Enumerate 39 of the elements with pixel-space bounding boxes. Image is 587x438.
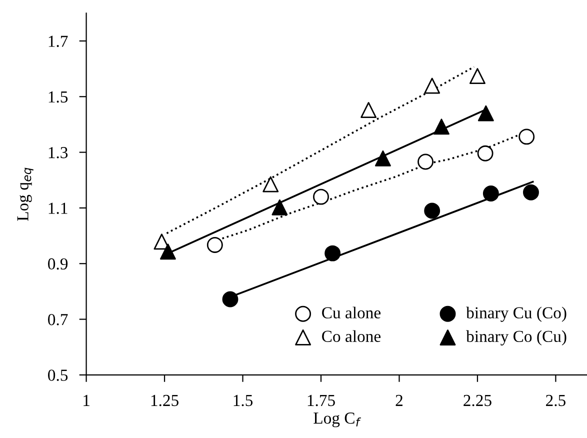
x-tick-label: 2.25 (464, 394, 492, 406)
y-tick-label: 1.5 (48, 91, 68, 103)
point (424, 202, 440, 219)
legend-label: binary Co (Cu) (466, 330, 566, 346)
x-axis-title: Log C$_{f}$ (314, 412, 362, 428)
y-tick-label: 0.5 (48, 370, 68, 381)
point (262, 176, 279, 192)
x-tick-label: 2.5 (546, 394, 566, 406)
x-tick-label: 1.75 (308, 394, 335, 406)
point (360, 102, 377, 118)
point (374, 150, 391, 166)
y-axis-title: Log q$_{eq}$ (17, 168, 34, 221)
point (160, 244, 176, 260)
legend-label: Cu alone (322, 306, 380, 318)
point (418, 154, 434, 170)
point (518, 128, 535, 145)
point (424, 78, 440, 94)
point (222, 291, 238, 308)
point (324, 245, 341, 262)
point (313, 188, 329, 205)
legend-label: binary Cu (Co) (466, 306, 566, 322)
x-tick-label: 1.25 (151, 394, 178, 406)
point (434, 118, 450, 135)
point (477, 145, 494, 162)
x-tick-label: 2 (396, 394, 402, 406)
x-tick-label: 1 (84, 394, 90, 406)
y-tick-label: 0.9 (48, 258, 68, 270)
y-tick-label: 1.1 (48, 202, 68, 214)
point (523, 184, 539, 200)
x-tick-label: 1.5 (234, 394, 253, 406)
point (482, 186, 499, 202)
point (469, 68, 486, 84)
point (206, 236, 223, 253)
legend-label: Co alone (322, 330, 380, 342)
y-tick-label: 1.3 (48, 147, 68, 158)
point (478, 105, 494, 122)
y-tick-label: 1.7 (48, 36, 68, 47)
y-tick-label: 0.7 (48, 314, 68, 326)
point (272, 199, 288, 216)
